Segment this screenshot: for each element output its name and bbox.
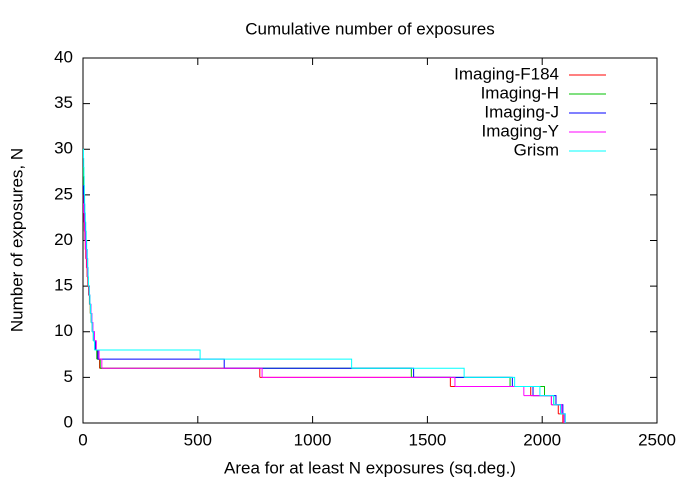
step-segment: [533, 395, 557, 405]
step-segment: [413, 376, 513, 387]
step-segment: [523, 395, 552, 405]
step-segment: [200, 358, 353, 369]
x-tick-label: 2500: [638, 430, 676, 449]
y-tick-label: 10: [54, 321, 73, 340]
step-segment: [90, 313, 92, 323]
step-segment: [512, 386, 534, 396]
x-tick-label: 500: [184, 430, 212, 449]
y-tick-label: 25: [54, 184, 73, 203]
legend-label: Imaging-F184: [454, 64, 559, 83]
step-segment: [94, 340, 97, 350]
x-axis-label: Area for at least N exposures (sq.deg.): [224, 458, 516, 477]
step-segment: [85, 258, 87, 268]
step-segment: [100, 367, 412, 378]
legend-label: Imaging-Y: [482, 121, 559, 140]
step-segment: [259, 376, 451, 387]
step-segment: [99, 367, 261, 378]
y-tick-label: 0: [64, 412, 73, 431]
step-segment: [544, 395, 555, 405]
step-segment: [530, 395, 552, 405]
legend-label: Imaging-H: [481, 83, 559, 102]
step-segment: [560, 413, 566, 423]
x-tick-label: 1500: [408, 430, 446, 449]
y-tick-label: 30: [54, 139, 73, 158]
step-segment: [87, 276, 89, 287]
step-segment: [558, 413, 564, 423]
step-segment: [514, 386, 541, 396]
step-segment: [91, 322, 93, 332]
step-segment: [553, 404, 562, 414]
step-segment: [92, 331, 94, 341]
step-segment: [560, 413, 565, 423]
step-segment: [262, 376, 456, 387]
step-segment: [83, 203, 85, 214]
y-tick-label: 5: [64, 367, 73, 386]
y-tick-label: 20: [54, 230, 73, 249]
step-segment: [553, 404, 562, 414]
x-tick-label: 1000: [294, 430, 332, 449]
step-segment: [101, 367, 263, 378]
step-segment: [94, 349, 201, 360]
step-segment: [224, 367, 415, 378]
step-segment: [97, 358, 225, 369]
x-tick-label: 2000: [523, 430, 561, 449]
step-segment: [551, 404, 559, 414]
step-segment: [86, 267, 88, 277]
y-tick-label: 40: [54, 47, 73, 66]
y-tick-label: 35: [54, 93, 73, 112]
step-segment: [411, 376, 511, 387]
step-segment: [87, 285, 90, 296]
step-segment: [97, 358, 101, 369]
step-segment: [89, 294, 91, 305]
step-segment: [93, 340, 95, 350]
step-segment: [99, 358, 103, 369]
step-segment: [539, 395, 555, 405]
y-axis-label: Number of exposures, N: [7, 148, 26, 332]
step-segment: [454, 386, 525, 396]
x-tick-label: 0: [78, 430, 87, 449]
step-segment: [89, 303, 92, 314]
step-segment: [450, 386, 532, 396]
step-segment: [510, 386, 545, 396]
step-segment: [464, 376, 516, 387]
legend-label: Grism: [514, 140, 559, 159]
chart-title: Cumulative number of exposures: [245, 19, 494, 38]
y-tick-label: 15: [54, 276, 73, 295]
step-segment: [88, 285, 90, 296]
step-segment: [351, 367, 465, 378]
step-segment: [94, 349, 98, 360]
legend-label: Imaging-J: [484, 102, 559, 121]
